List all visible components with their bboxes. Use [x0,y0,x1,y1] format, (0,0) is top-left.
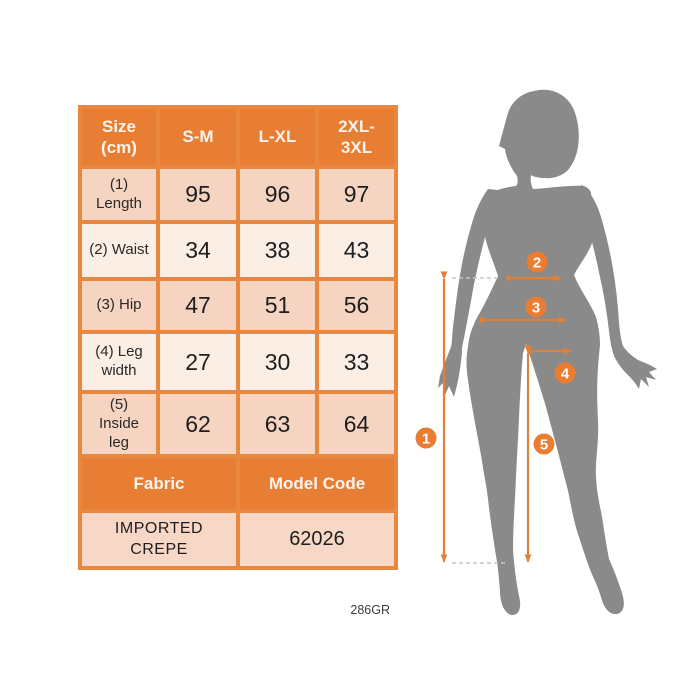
model-code-header: Model Code [236,454,398,514]
row-label-length: (1) Length [78,165,160,224]
figure-marker-2: 2 [526,251,548,273]
silhouette-right-arm [576,185,657,389]
marker-number-3: 3 [532,300,540,317]
inside-leg-2xl3xl-value: 64 [315,389,398,459]
marker-number-5: 5 [540,437,548,454]
leg-width-2xl3xl-value: 33 [315,330,398,394]
silhouette-body [466,89,624,615]
size-chart-header-row: Size (cm) S-M L-XL 2XL- 3XL [78,105,398,169]
inside-leg-lxl-value: 63 [236,389,319,459]
inside-leg-sm-value: 62 [156,389,240,459]
table-row-inside-leg: (5) Inside leg 62 63 64 [78,389,398,459]
length-sm-value: 95 [156,165,240,224]
row-label-waist: (2) Waist [78,220,160,281]
measurement-figure: 1 2 3 4 5 [410,85,700,645]
figure-marker-5: 5 [533,433,555,455]
row-label-inside-leg: (5) Inside leg [78,389,160,459]
row-label-leg-width: (4) Leg width [78,330,160,394]
column-header-sm: S-M [156,105,240,169]
table-row-length: (1) Length 95 96 97 [78,165,398,224]
fabric-value: IMPORTED CREPE [78,509,240,571]
column-header-lxl: L-XL [236,105,319,169]
table-row-waist: (2) Waist 34 38 43 [78,220,398,281]
marker-number-1: 1 [422,431,430,448]
model-code-value: 62026 [236,509,398,571]
leg-width-lxl-value: 30 [236,330,319,394]
fabric-header-row: Fabric Model Code [78,454,398,514]
marker-circle-2 [526,251,548,273]
marker-circle-4 [554,362,576,384]
figure-marker-4: 4 [554,362,576,384]
waist-2xl3xl-value: 43 [315,220,398,281]
marker-number-2: 2 [533,255,541,272]
row-label-hip: (3) Hip [78,277,160,334]
hip-2xl3xl-value: 56 [315,277,398,334]
length-lxl-value: 96 [236,165,319,224]
table-row-leg-width: (4) Leg width 27 30 33 [78,330,398,394]
marker-number-4: 4 [561,366,570,383]
measurement-figure-svg: 1 2 3 4 5 [415,89,657,615]
marker-circle-5 [533,433,555,455]
leg-width-sm-value: 27 [156,330,240,394]
silhouette-left-arm [438,189,499,397]
column-header-2xl3xl: 2XL- 3XL [315,105,398,169]
woman-silhouette [438,89,657,615]
hip-lxl-value: 51 [236,277,319,334]
hip-sm-value: 47 [156,277,240,334]
size-unit-header: Size (cm) [78,105,160,169]
fabric-data-row: IMPORTED CREPE 62026 [78,509,398,571]
fabric-header: Fabric [78,454,240,514]
marker-circle-3 [525,296,547,318]
length-2xl3xl-value: 97 [315,165,398,224]
weight-note: 286GR [350,603,390,617]
waist-sm-value: 34 [156,220,240,281]
marker-circle-1 [415,427,437,449]
waist-lxl-value: 38 [236,220,319,281]
figure-marker-3: 3 [525,296,547,318]
figure-marker-1: 1 [415,427,437,449]
size-chart-table: Size (cm) S-M L-XL 2XL- 3XL (1) Length 9… [78,105,398,571]
table-row-hip: (3) Hip 47 51 56 [78,277,398,334]
